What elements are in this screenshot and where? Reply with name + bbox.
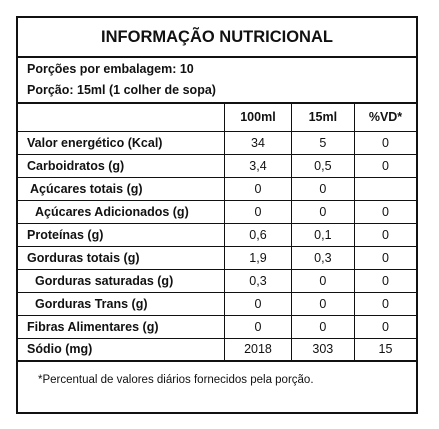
- value-vd: 0: [354, 291, 416, 316]
- table-row: Valor energético (Kcal) 34 5 0: [18, 130, 416, 155]
- value-100ml: 0: [224, 176, 292, 201]
- value-100ml: 1,9: [224, 245, 292, 270]
- row-label: Carboidratos (g): [18, 153, 226, 178]
- row-label: Proteínas (g): [18, 222, 226, 247]
- table-row: Gorduras Trans (g) 0 0 0: [18, 291, 416, 316]
- value-100ml: 2018: [224, 337, 292, 362]
- value-vd: 0: [354, 268, 416, 293]
- nutrition-facts-panel: INFORMAÇÃO NUTRICIONAL Porções por embal…: [16, 16, 418, 414]
- value-15ml: 5: [290, 130, 356, 155]
- row-label: Açúcares Adicionados (g): [18, 199, 226, 224]
- table-row: Fibras Alimentares (g) 0 0 0: [18, 314, 416, 339]
- row-label: Gorduras totais (g): [18, 245, 226, 270]
- value-15ml: 0: [290, 176, 356, 201]
- table-row: Carboidratos (g) 3,4 0,5 0: [18, 153, 416, 178]
- row-label: Gorduras saturadas (g): [18, 268, 226, 293]
- value-15ml: 0: [290, 199, 356, 224]
- value-vd: 0: [354, 153, 416, 178]
- footnote: *Percentual de valores diários fornecido…: [38, 374, 314, 386]
- table-row: Açúcares totais (g) 0 0: [18, 176, 416, 201]
- row-label: Sódio (mg): [18, 337, 226, 362]
- nutrition-table: 100ml 15ml %VD* Valor energético (Kcal) …: [18, 104, 416, 362]
- row-label: Fibras Alimentares (g): [18, 314, 226, 339]
- value-15ml: 0,5: [290, 153, 356, 178]
- serving-size: Porção: 15ml (1 colher de sopa): [18, 78, 416, 104]
- header-100ml: 100ml: [224, 104, 292, 132]
- value-100ml: 0: [224, 314, 292, 339]
- value-100ml: 3,4: [224, 153, 292, 178]
- value-100ml: 0: [224, 199, 292, 224]
- value-vd: 0: [354, 199, 416, 224]
- value-vd: [354, 176, 416, 201]
- nutrition-title: INFORMAÇÃO NUTRICIONAL: [18, 18, 416, 58]
- table-row: Açúcares Adicionados (g) 0 0 0: [18, 199, 416, 224]
- header-label-cell: [18, 104, 226, 132]
- value-100ml: 34: [224, 130, 292, 155]
- value-15ml: 0: [290, 291, 356, 316]
- value-vd: 15: [354, 337, 416, 362]
- value-100ml: 0: [224, 291, 292, 316]
- value-vd: 0: [354, 222, 416, 247]
- table-row: Proteínas (g) 0,6 0,1 0: [18, 222, 416, 247]
- value-vd: 0: [354, 130, 416, 155]
- table-row: Gorduras totais (g) 1,9 0,3 0: [18, 245, 416, 270]
- value-vd: 0: [354, 245, 416, 270]
- header-vd: %VD*: [354, 104, 416, 132]
- value-15ml: 0: [290, 268, 356, 293]
- value-vd: 0: [354, 314, 416, 339]
- value-100ml: 0,6: [224, 222, 292, 247]
- row-label: Valor energético (Kcal): [18, 130, 226, 155]
- table-row: Sódio (mg) 2018 303 15: [18, 337, 416, 362]
- value-15ml: 303: [290, 337, 356, 362]
- servings-per-package: Porções por embalagem: 10: [27, 62, 194, 76]
- row-label: Açúcares totais (g): [18, 176, 226, 201]
- value-15ml: 0,1: [290, 222, 356, 247]
- table-row: Gorduras saturadas (g) 0,3 0 0: [18, 268, 416, 293]
- row-label: Gorduras Trans (g): [18, 291, 226, 316]
- header-15ml: 15ml: [290, 104, 356, 132]
- value-15ml: 0,3: [290, 245, 356, 270]
- value-100ml: 0,3: [224, 268, 292, 293]
- value-15ml: 0: [290, 314, 356, 339]
- table-header-row: 100ml 15ml %VD*: [18, 104, 416, 132]
